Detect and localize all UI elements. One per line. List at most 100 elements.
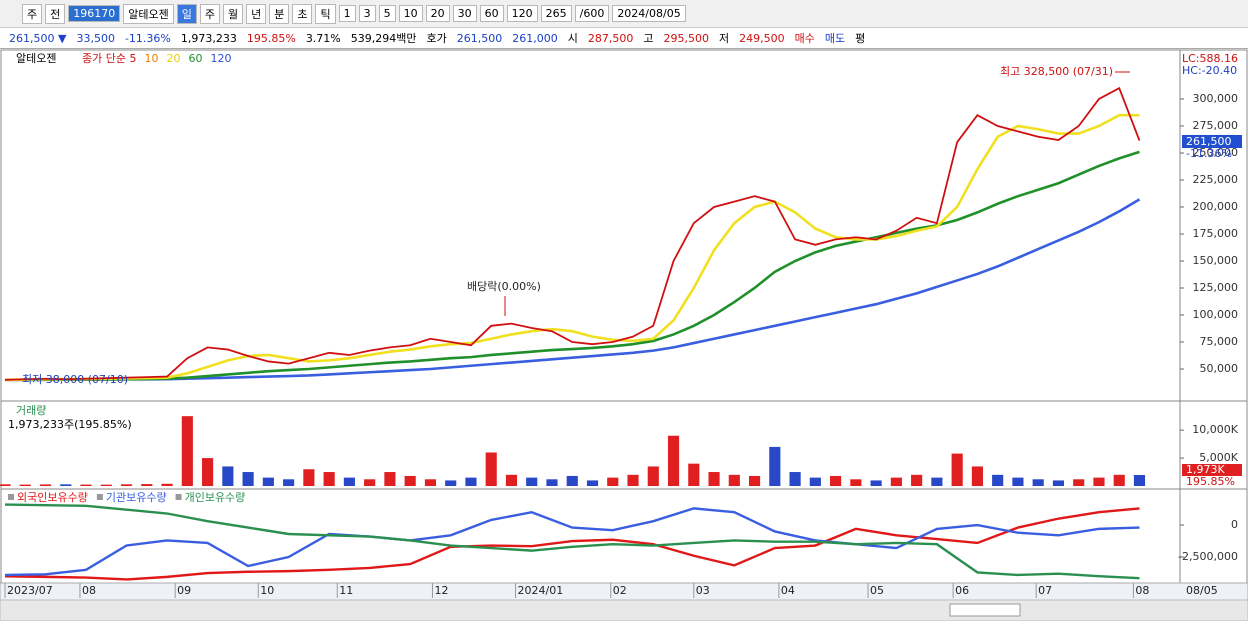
volume-bar [283,479,295,486]
panel-name: 알테오젠 [16,51,56,65]
volume-bar [19,484,31,486]
series-line [4,507,1140,577]
volume-bar [80,484,92,486]
volume-bar [1093,477,1105,486]
volume-title: 거래량 [16,404,46,417]
volume-bar [647,466,659,486]
toolbar-button[interactable]: 265 [540,5,572,22]
volume-bar [870,480,882,486]
toolbar-button[interactable]: 알테오젠 [123,3,174,24]
toolbar-button[interactable]: 주 [199,3,220,24]
info-field[interactable]: 매도 [824,32,846,45]
x-tick-label: 2023/07 [7,584,53,597]
volume-bar [384,472,396,486]
info-field: 33,500 [76,31,115,45]
x-tick-label: 08 [82,584,96,597]
info-field: 539,294백만 [350,32,417,45]
info-field[interactable]: 매수 [794,32,815,45]
y-tick-label: 175,000 [1193,227,1239,240]
volume-bar [748,475,761,486]
info-field: 시 [567,32,578,45]
volume-bar [505,474,518,486]
legend-entry: 20 [166,52,180,65]
volume-bar [607,477,619,486]
volume-bar [586,480,599,486]
series-line [4,503,1140,580]
info-field: -11.36% [124,31,171,45]
series-line [5,198,1141,382]
volume-bar [526,477,538,486]
price-label: 261,500 [1186,135,1232,148]
toolbar-button[interactable]: 5 [378,5,396,22]
price-box [1182,135,1242,148]
info-field[interactable]: 평 [855,32,866,45]
volume-bar [566,475,578,486]
x-tick-label: 04 [781,584,795,597]
chart-bg [0,50,1248,600]
volume-bar [1073,479,1085,486]
volume-bar [992,474,1004,486]
info-field: 261,500 [456,31,503,45]
toolbar-button[interactable]: 년 [246,3,267,24]
x-tick-label: 02 [613,584,627,597]
toolbar-button[interactable]: 월 [222,3,244,24]
toolbar-button[interactable]: 주 [22,3,43,24]
x-tick-label: 09 [177,584,191,597]
scrollbar [0,599,1248,621]
info-bar: 261,500 ▼ 33,500 -11.36% 1,973,233 195.85% 3.… [0,28,1248,49]
y-tick-label: 100,000 [1193,308,1239,321]
toolbar-button[interactable]: 2024/08/05 [612,5,686,22]
volume-bar [627,474,639,486]
x-tick-label: 06 [955,584,969,597]
volume-bar [364,479,376,486]
volume-bar [120,484,133,486]
toolbar-button[interactable]: 1 [338,5,356,22]
volume-bar [222,466,234,486]
toolbar-button[interactable]: 3 [358,5,376,22]
series-line [4,113,1140,382]
toolbar-button[interactable]: 30 [452,5,477,22]
toolbar-button[interactable]: 60 [479,5,504,22]
y-tick-label: 150,000 [1193,254,1239,267]
toolbar-button[interactable]: 틱 [315,3,336,24]
volume-bar [1113,474,1125,486]
legend-entry: 개인보유수량 [185,491,246,504]
y-tick-label: 5,000K [1199,451,1238,464]
toolbar-button[interactable]: 일 [176,3,197,24]
volume-bar [39,484,52,486]
info-field: 저 [719,32,730,45]
info-field: 고 [643,32,654,45]
toolbar-button[interactable]: 분 [269,3,290,24]
volume-bar [262,477,274,486]
toolbar-button[interactable]: 전 [45,3,66,24]
annotation-dividend: 배당락(0.00%) [467,280,541,293]
info-field: 261,000 [512,31,558,45]
x-tick-label: 07 [1038,584,1052,597]
legend-entry: 60 [188,52,202,65]
legend-swatch [96,494,103,500]
toolbar-button[interactable]: 196170 [68,5,121,22]
toolbar-button[interactable]: 120 [506,5,538,22]
legend-entry: 120 [210,52,231,65]
x-tick-label: 03 [696,584,710,597]
toolbar-button[interactable]: 20 [425,5,450,22]
y-tick-label: 200,000 [1193,200,1239,213]
toolbar-button[interactable]: 초 [292,3,313,24]
volume-bar [1133,474,1146,486]
series-line [4,507,1140,581]
volume-bar [911,474,923,486]
volume-bar [1012,477,1024,486]
y-tick-label: 75,000 [1200,335,1239,348]
scroll-thumb[interactable] [949,603,1021,617]
volume-box [1182,464,1242,476]
info-field: 295,500 [663,31,710,45]
volume-bar [202,458,214,486]
toolbar-button[interactable]: /600 [574,5,610,22]
volume-bar [971,466,983,486]
legend-swatch [175,494,182,500]
toolbar-button[interactable]: 10 [398,5,423,22]
volume-bar [1032,479,1044,486]
volume-bar [850,479,862,486]
y-tick-label: -2,500,000 [1178,550,1238,563]
